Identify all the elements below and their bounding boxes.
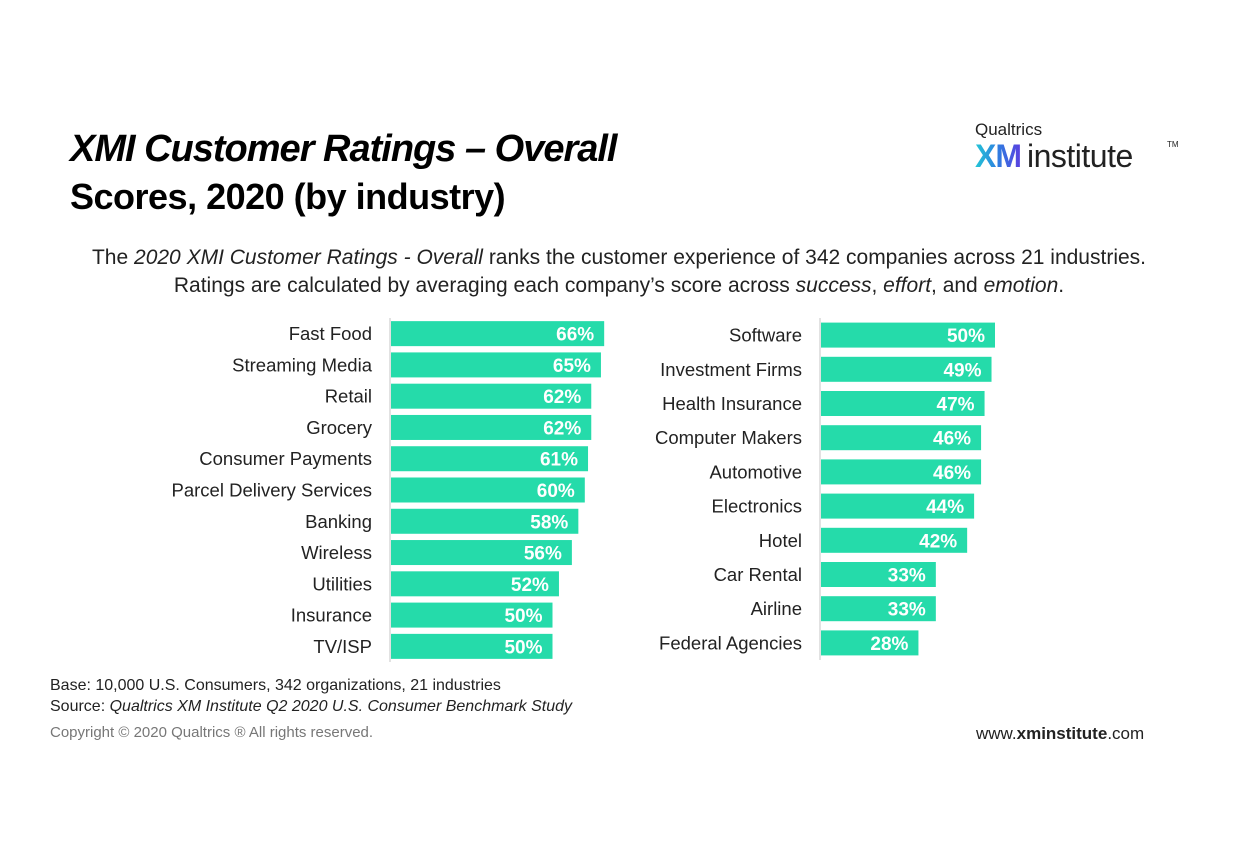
bar — [821, 459, 982, 485]
bar — [821, 493, 975, 519]
bar — [391, 383, 592, 409]
logo-trademark: TM — [1167, 140, 1179, 149]
category-label: Parcel Delivery Services — [172, 480, 372, 501]
source-prefix: Source: — [50, 698, 110, 715]
bar — [821, 322, 995, 348]
url-prefix: www. — [976, 724, 1017, 743]
bar — [391, 414, 592, 440]
category-label: Wireless — [301, 542, 372, 563]
category-label: Health Insurance — [662, 393, 802, 414]
chart-title-line1: XMI Customer Ratings – Overall — [70, 128, 617, 170]
footer-source: Source: Qualtrics XM Institute Q2 2020 U… — [50, 698, 572, 716]
category-label: Automotive — [709, 461, 802, 482]
category-label: Fast Food — [289, 323, 372, 344]
bar — [391, 633, 553, 659]
footer-copyright: Copyright © 2020 Qualtrics ® All rights … — [50, 724, 374, 741]
category-label: TV/ISP — [313, 636, 372, 657]
xm-institute-logo: Qualtrics XM institute TM — [975, 120, 1185, 180]
value-label: 49% — [943, 360, 981, 381]
category-label: Insurance — [291, 605, 372, 626]
value-label: 62% — [543, 418, 581, 439]
category-label: Consumer Payments — [199, 448, 372, 469]
bar — [391, 446, 589, 472]
category-label: Banking — [305, 511, 372, 532]
bar — [391, 321, 605, 347]
bar — [391, 352, 601, 378]
source-study-name: Qualtrics XM Institute Q2 2020 U.S. Cons… — [109, 698, 573, 715]
logo-institute-text: institute — [1027, 138, 1133, 174]
category-label: Investment Firms — [660, 359, 802, 380]
intro-text: . — [1058, 274, 1065, 297]
value-label: 61% — [540, 450, 578, 471]
bar — [821, 425, 982, 451]
category-label: Airline — [751, 598, 802, 619]
bar — [821, 596, 936, 622]
category-label: Retail — [325, 386, 372, 407]
category-label: Streaming Media — [232, 354, 373, 375]
value-label: 42% — [919, 531, 957, 552]
chart-title-line2: Scores, 2020 (by industry) — [70, 176, 506, 217]
value-label: 46% — [933, 429, 971, 450]
value-label: 60% — [537, 481, 575, 502]
value-label: 50% — [504, 637, 542, 658]
value-label: 56% — [524, 544, 562, 565]
value-label: 46% — [933, 463, 971, 484]
category-label: Utilities — [312, 573, 372, 594]
bar — [391, 602, 553, 628]
intro-italic-emotion: emotion — [983, 274, 1059, 297]
bar — [821, 356, 992, 382]
value-label: 52% — [511, 575, 549, 596]
category-label: Electronics — [712, 496, 802, 517]
category-label: Software — [729, 325, 802, 346]
website-url[interactable]: www.xminstitute.com — [976, 724, 1144, 744]
value-label: 33% — [888, 600, 926, 621]
value-label: 62% — [543, 387, 581, 408]
intro-text: , and — [931, 274, 984, 297]
value-label: 28% — [870, 634, 908, 655]
category-label: Computer Makers — [655, 427, 802, 448]
intro-paragraph: The 2020 XMI Customer Ratings - Overall … — [60, 244, 1178, 300]
value-label: 65% — [553, 356, 591, 377]
value-label: 33% — [888, 566, 926, 587]
intro-italic-success: success — [795, 274, 872, 297]
bar-chart-panel-2: Software 50% Investment Firms 49% Health Ins… — [655, 318, 995, 660]
bar — [391, 508, 579, 534]
value-label: 47% — [937, 395, 975, 416]
bar — [391, 477, 585, 503]
intro-italic-effort: effort — [883, 274, 932, 297]
url-domain: xminstitute — [1016, 724, 1108, 743]
intro-text: The — [91, 246, 135, 269]
logo-xm-text: XM — [975, 138, 1022, 174]
value-label: 44% — [926, 497, 964, 518]
value-label: 58% — [530, 512, 568, 533]
footer-base: Base: 10,000 U.S. Consumers, 342 organiz… — [50, 677, 501, 694]
category-label: Car Rental — [714, 564, 802, 585]
bar — [821, 562, 936, 587]
url-suffix: .com — [1107, 724, 1145, 743]
bar — [391, 571, 559, 597]
bar — [821, 391, 985, 416]
value-label: 50% — [504, 606, 542, 627]
category-label: Federal Agencies — [659, 632, 802, 653]
category-label: Hotel — [759, 530, 802, 551]
intro-italic-report-name: 2020 XMI Customer Ratings - Overall — [134, 246, 483, 269]
bar-chart-panel-1: Fast Food 66% Streaming Media 65% Retail 62% G… — [172, 318, 605, 662]
logo-qualtrics-text: Qualtrics — [975, 120, 1043, 139]
intro-text: ranks the customer experience of 342 com… — [173, 246, 1146, 297]
category-label: Grocery — [306, 417, 373, 438]
intro-text: , — [871, 274, 884, 297]
bar — [391, 540, 572, 566]
bar — [821, 630, 919, 656]
bar — [821, 527, 968, 553]
value-label: 66% — [556, 325, 594, 346]
value-label: 50% — [947, 326, 985, 347]
